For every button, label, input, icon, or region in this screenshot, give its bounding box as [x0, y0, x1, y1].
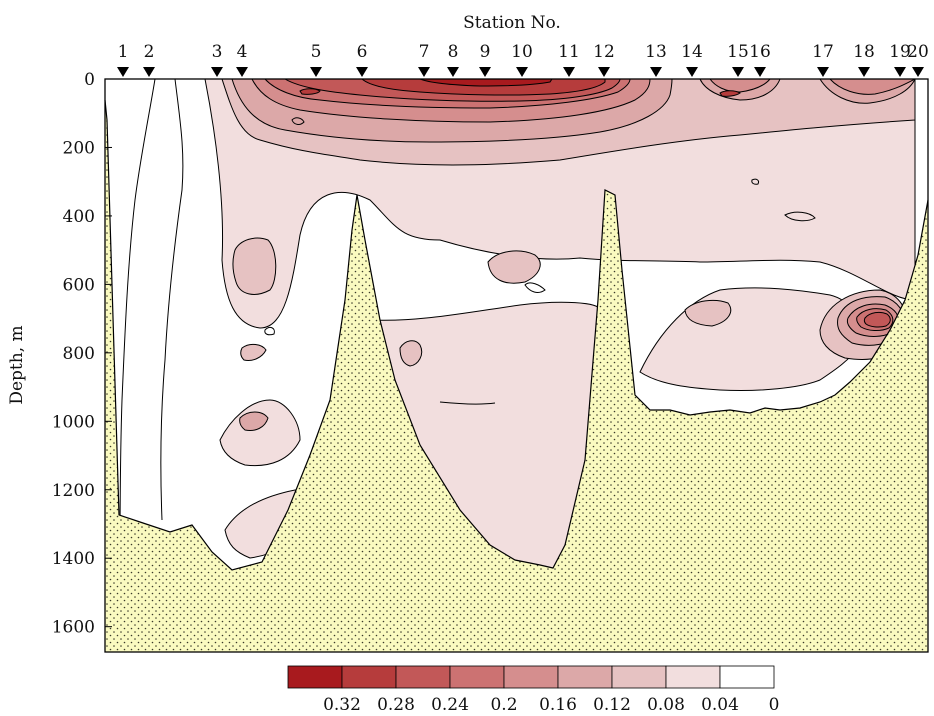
station-label: 6	[357, 42, 368, 62]
contour-fields	[119, 79, 916, 626]
station-label: 4	[237, 42, 248, 62]
station-marker-triangle	[650, 67, 662, 77]
station-label: 11	[558, 42, 580, 62]
colorbar-swatch	[287, 665, 343, 689]
station-label: 13	[645, 42, 667, 62]
colorbar-swatch	[341, 665, 397, 689]
colorbar-swatch	[719, 665, 775, 689]
y-tick-label: 0	[84, 70, 95, 90]
colorbar-tick-label: 0.24	[431, 695, 469, 715]
station-marker-triangle	[732, 67, 744, 77]
station-marker-triangle	[598, 67, 610, 77]
station-marker-triangle	[356, 67, 368, 77]
station-label: 12	[593, 42, 615, 62]
station-marker-triangle	[516, 67, 528, 77]
station-label: 7	[419, 42, 430, 62]
colorbar-tick-label: 0.2	[490, 695, 517, 715]
station-marker-triangle	[310, 67, 322, 77]
station-marker-triangle	[479, 67, 491, 77]
station-marker-triangle	[754, 67, 766, 77]
colorbar-tick-label: 0.08	[647, 695, 685, 715]
station-marker-triangle	[563, 67, 575, 77]
station-marker-triangle	[418, 67, 430, 77]
colorbar-tick-label: 0	[769, 695, 780, 715]
colorbar: 0.32 0.28 0.24 0.2 0.16 0.12 0.08 0.04 0	[287, 665, 780, 715]
station-label: 1	[118, 42, 129, 62]
station-marker-triangle	[447, 67, 459, 77]
contour-fill-level-0.32	[419, 79, 553, 87]
station-marker-triangle	[211, 67, 223, 77]
station-label: 5	[311, 42, 322, 62]
station-label: 10	[511, 42, 533, 62]
colorbar-swatch	[557, 665, 613, 689]
station-marker-triangle	[894, 67, 906, 77]
y-tick-label: 800	[63, 344, 95, 364]
station-label: 17	[812, 42, 834, 62]
colorbar-swatch	[503, 665, 559, 689]
colorbar-swatch	[665, 665, 721, 689]
colorbar-tick-label: 0.28	[377, 695, 415, 715]
y-tick-label: 1000	[52, 412, 95, 432]
station-marker-triangle	[912, 67, 924, 77]
y-tick-label: 1400	[52, 549, 95, 569]
station-label: 15	[727, 42, 749, 62]
colorbar-tick-label: 0.12	[593, 695, 631, 715]
station-label: 9	[480, 42, 491, 62]
station-marker-triangle	[143, 67, 155, 77]
station-label: 14	[681, 42, 703, 62]
y-axis: 0 200 400 600 800 1000 1200 1400 1600	[52, 70, 112, 638]
colorbar-tick-label: 0.04	[701, 695, 739, 715]
station-label: 20	[907, 42, 929, 62]
station-label: 8	[448, 42, 459, 62]
station-marker-triangle	[817, 67, 829, 77]
station-label: 2	[144, 42, 155, 62]
station-label: 3	[212, 42, 223, 62]
plot-frame	[104, 78, 929, 653]
seafloor	[104, 99, 929, 652]
station-label: 19	[889, 42, 911, 62]
y-tick-label: 1600	[52, 618, 95, 638]
colorbar-tick-label: 0.16	[539, 695, 577, 715]
colorbar-tick-label: 0.32	[323, 695, 361, 715]
station-marker-triangle	[686, 67, 698, 77]
y-tick-label: 600	[63, 275, 95, 295]
station-marker-triangle	[858, 67, 870, 77]
contour-lines	[119, 79, 816, 561]
y-tick-label: 200	[63, 138, 95, 158]
colorbar-swatch	[449, 665, 505, 689]
colorbar-swatch	[395, 665, 451, 689]
y-tick-label: 1200	[52, 481, 95, 501]
y-axis-title: Depth, m	[7, 325, 27, 404]
station-marker-triangle	[117, 67, 129, 77]
colorbar-swatch	[611, 665, 667, 689]
chart-title: Station No.	[463, 13, 561, 33]
station-label: 18	[853, 42, 875, 62]
station-marker-triangle	[236, 67, 248, 77]
y-tick-label: 400	[63, 207, 95, 227]
station-label: 16	[749, 42, 771, 62]
